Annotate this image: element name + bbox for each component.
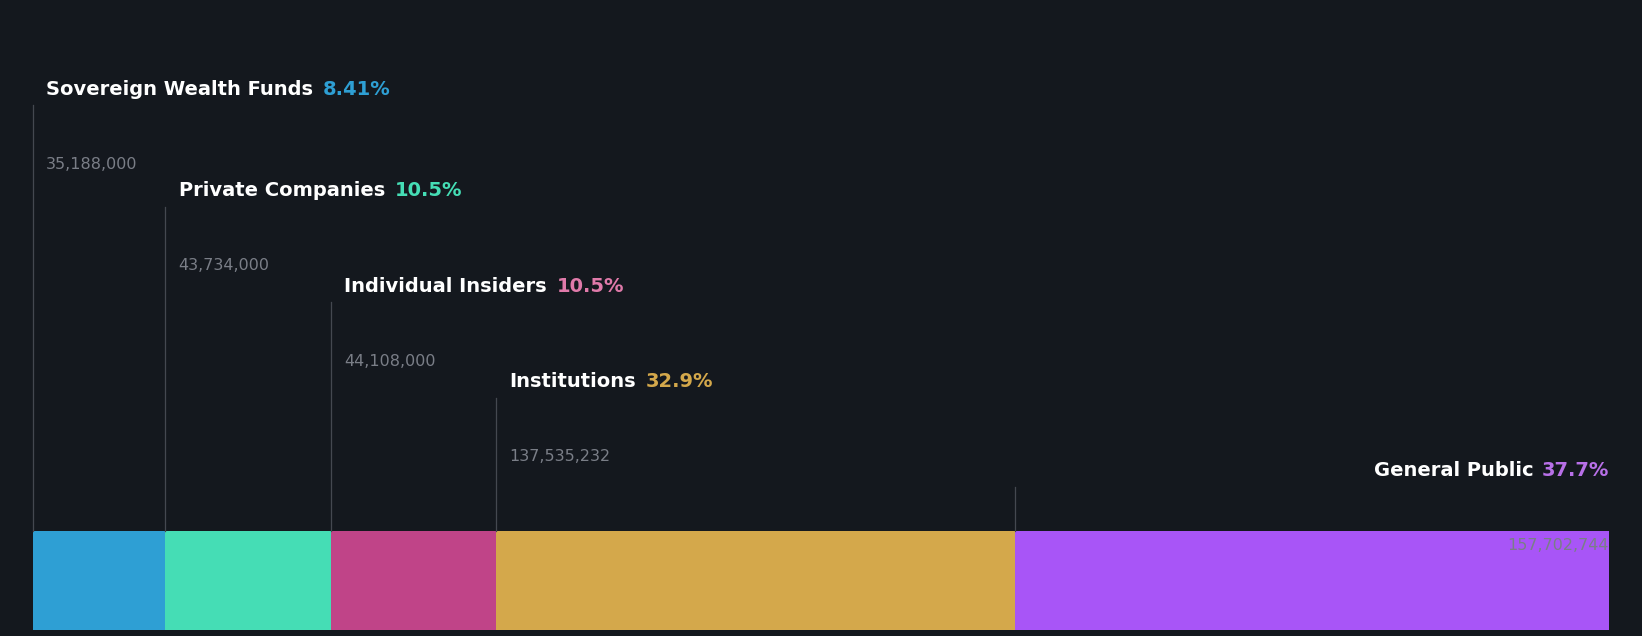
Text: 43,734,000: 43,734,000 [179, 258, 269, 273]
Text: 37.7%: 37.7% [1542, 461, 1609, 480]
Text: 8.41%: 8.41% [323, 80, 391, 99]
Bar [33, 531, 166, 630]
Text: General Public: General Public [1374, 461, 1534, 480]
Text: Private Companies: Private Companies [179, 181, 384, 200]
Text: Institutions: Institutions [509, 372, 635, 391]
Text: 10.5%: 10.5% [557, 277, 624, 296]
Text: 44,108,000: 44,108,000 [345, 354, 435, 369]
Bar [332, 531, 496, 630]
Bar [1015, 531, 1609, 630]
Text: 157,702,744: 157,702,744 [1507, 538, 1609, 553]
Text: Individual Insiders: Individual Insiders [345, 277, 547, 296]
Text: Sovereign Wealth Funds: Sovereign Wealth Funds [46, 80, 314, 99]
Bar [496, 531, 1015, 630]
Bar [166, 531, 332, 630]
Text: 137,535,232: 137,535,232 [509, 449, 611, 464]
Text: 10.5%: 10.5% [394, 181, 461, 200]
Text: 35,188,000: 35,188,000 [46, 156, 138, 172]
Text: 32.9%: 32.9% [645, 372, 714, 391]
